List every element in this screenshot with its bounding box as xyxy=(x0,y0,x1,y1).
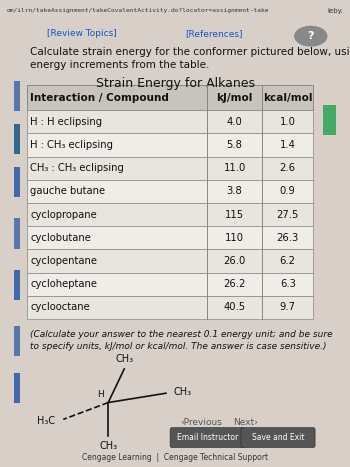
Text: H : CH₃ eclipsing: H : CH₃ eclipsing xyxy=(30,140,113,150)
Text: kJ/mol: kJ/mol xyxy=(216,93,253,103)
Text: 26.0: 26.0 xyxy=(223,256,246,266)
FancyBboxPatch shape xyxy=(27,85,314,110)
Text: cycloheptane: cycloheptane xyxy=(30,279,97,289)
Text: 115: 115 xyxy=(225,210,244,219)
FancyBboxPatch shape xyxy=(27,180,314,203)
Text: cyclobutane: cyclobutane xyxy=(30,233,91,243)
Text: Cengage Learning  |  Cengage Technical Support: Cengage Learning | Cengage Technical Sup… xyxy=(82,453,268,462)
FancyBboxPatch shape xyxy=(11,373,20,403)
Text: 27.5: 27.5 xyxy=(276,210,299,219)
FancyBboxPatch shape xyxy=(323,105,336,134)
Text: H₃C: H₃C xyxy=(37,416,55,426)
Text: kcal/mol: kcal/mol xyxy=(263,93,313,103)
Text: Strain Energy for Alkanes: Strain Energy for Alkanes xyxy=(96,77,254,90)
Text: gauche butane: gauche butane xyxy=(30,186,105,197)
FancyBboxPatch shape xyxy=(170,428,244,447)
Text: cyclopentane: cyclopentane xyxy=(30,256,97,266)
Text: [References]: [References] xyxy=(186,29,243,38)
FancyBboxPatch shape xyxy=(27,226,314,249)
FancyBboxPatch shape xyxy=(11,124,20,154)
Text: 0.9: 0.9 xyxy=(280,186,296,197)
FancyBboxPatch shape xyxy=(27,203,314,226)
Text: CH₃: CH₃ xyxy=(174,387,192,397)
Text: 110: 110 xyxy=(225,233,244,243)
Text: Email Instructor: Email Instructor xyxy=(176,433,238,442)
Text: Save and Exit: Save and Exit xyxy=(252,433,304,442)
Text: Interaction / Compound: Interaction / Compound xyxy=(30,93,169,103)
Circle shape xyxy=(295,27,327,46)
FancyBboxPatch shape xyxy=(11,219,20,248)
FancyBboxPatch shape xyxy=(27,156,314,180)
FancyBboxPatch shape xyxy=(27,296,314,319)
FancyBboxPatch shape xyxy=(11,270,20,300)
Text: 11.0: 11.0 xyxy=(223,163,246,173)
Text: 26.2: 26.2 xyxy=(223,279,246,289)
Text: 3.8: 3.8 xyxy=(227,186,243,197)
Text: 1.0: 1.0 xyxy=(280,117,296,127)
FancyBboxPatch shape xyxy=(27,110,314,134)
Text: CH₃ : CH₃ eclipsing: CH₃ : CH₃ eclipsing xyxy=(30,163,124,173)
Text: cyclooctane: cyclooctane xyxy=(30,303,90,312)
Text: Calculate strain energy for the conformer pictured below, using strain
energy in: Calculate strain energy for the conforme… xyxy=(30,47,350,70)
Text: CH₃: CH₃ xyxy=(99,441,117,451)
Text: 6.3: 6.3 xyxy=(280,279,296,289)
FancyBboxPatch shape xyxy=(241,428,315,447)
FancyBboxPatch shape xyxy=(11,326,20,356)
Text: om/ilrn/takeAssignment/takeCovalentActivity.do?locator=assignment-take: om/ilrn/takeAssignment/takeCovalentActiv… xyxy=(7,8,270,13)
FancyBboxPatch shape xyxy=(27,273,314,296)
FancyBboxPatch shape xyxy=(27,249,314,273)
FancyBboxPatch shape xyxy=(11,167,20,197)
Text: ?: ? xyxy=(308,31,314,41)
Text: 9.7: 9.7 xyxy=(280,303,296,312)
Text: cyclopropane: cyclopropane xyxy=(30,210,97,219)
Text: 6.2: 6.2 xyxy=(280,256,296,266)
Text: 4.0: 4.0 xyxy=(227,117,243,127)
Text: 5.8: 5.8 xyxy=(227,140,243,150)
FancyBboxPatch shape xyxy=(11,81,20,111)
Text: Next›: Next› xyxy=(233,418,258,427)
Text: 40.5: 40.5 xyxy=(224,303,246,312)
Text: 1.4: 1.4 xyxy=(280,140,296,150)
Text: H: H xyxy=(98,390,104,399)
Text: ‹Previous: ‹Previous xyxy=(180,418,222,427)
FancyBboxPatch shape xyxy=(27,134,314,156)
Text: [Review Topics]: [Review Topics] xyxy=(47,29,117,38)
Text: (Calculate your answer to the nearest 0.1 energy unit; and be sure
to specify un: (Calculate your answer to the nearest 0.… xyxy=(30,330,333,351)
Text: 26.3: 26.3 xyxy=(276,233,299,243)
Text: CH₃: CH₃ xyxy=(115,354,133,364)
Text: 2.6: 2.6 xyxy=(280,163,296,173)
Text: H : H eclipsing: H : H eclipsing xyxy=(30,117,102,127)
Text: leby.: leby. xyxy=(327,7,343,14)
